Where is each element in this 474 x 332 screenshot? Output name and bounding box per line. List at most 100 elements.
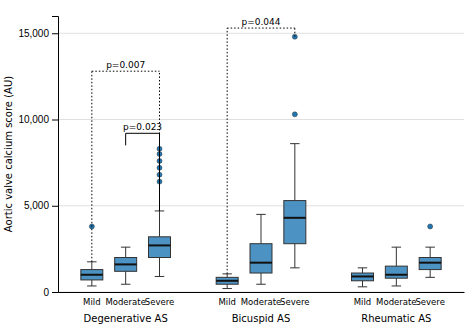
lower-whisker (261, 273, 262, 284)
y-tick-label: 10,000 (18, 114, 49, 125)
upper-whisker (91, 262, 92, 270)
box-plot (115, 247, 137, 284)
median (284, 217, 306, 219)
grid-line (58, 33, 464, 34)
group-label: Degenerative AS (84, 313, 168, 324)
median (115, 263, 137, 265)
group-label: Rheumatic AS (361, 313, 431, 324)
bracket-left (227, 28, 228, 274)
lower-cap (87, 285, 96, 286)
box-plot (284, 34, 306, 268)
box-plot (216, 274, 238, 289)
upper-cap (121, 247, 130, 248)
box-plot (352, 268, 374, 287)
significance-bracket (92, 71, 160, 262)
upper-whisker (362, 268, 363, 273)
bracket-left (125, 133, 126, 145)
y-tick: 10,000 (18, 114, 58, 125)
y-tick-mark (52, 292, 58, 293)
box-label: Severe (280, 297, 309, 307)
bracket-right (294, 28, 295, 37)
lower-cap (256, 284, 265, 285)
lower-whisker (396, 278, 397, 286)
lower-cap (155, 276, 164, 277)
upper-cap (392, 247, 401, 248)
group-label: Bicuspid AS (232, 313, 291, 324)
box (115, 258, 137, 272)
lower-whisker (430, 270, 431, 278)
x-axis-line (59, 292, 465, 293)
median (250, 262, 272, 264)
y-tick-label: 0 (43, 287, 49, 298)
upper-cap (256, 214, 265, 215)
grid (58, 33, 464, 292)
lower-whisker (227, 284, 228, 288)
lower-cap (222, 288, 231, 289)
upper-cap (290, 143, 299, 144)
bracket-label: p=0.044 (241, 17, 280, 27)
box-plot (250, 214, 272, 284)
bracket-top (126, 133, 160, 134)
box-plot (385, 247, 407, 286)
bracket-top (227, 28, 295, 29)
box (216, 277, 238, 284)
median (149, 244, 171, 246)
box-plot (419, 224, 441, 277)
upper-whisker (294, 144, 295, 201)
y-tick: 15,000 (18, 28, 58, 39)
bracket-left (91, 71, 92, 262)
box-label: Moderate (376, 297, 416, 307)
x-labels: MildModerateSevereDegenerative ASMildMod… (83, 297, 445, 324)
median (419, 262, 441, 264)
y-tick-mark (52, 33, 58, 34)
bracket-right (159, 71, 160, 211)
y-axis-line (52, 17, 59, 293)
y-tick: 5,000 (24, 200, 58, 211)
upper-whisker (125, 247, 126, 257)
bracket-top (92, 71, 160, 72)
annotations: p=0.023p=0.007p=0.044 (106, 17, 281, 132)
chart: 0 5,000 10,000 15,000 Aortic valve calcium s… (0, 0, 474, 332)
upper-whisker (430, 247, 431, 257)
box (81, 270, 103, 280)
lower-cap (425, 277, 434, 278)
upper-cap (358, 267, 367, 268)
upper-cap (425, 247, 434, 248)
grid-line (58, 205, 464, 206)
box-label: Severe (415, 297, 444, 307)
lower-whisker (362, 281, 363, 287)
bracket-label: p=0.007 (106, 60, 145, 70)
flier (428, 224, 433, 229)
box (284, 201, 306, 244)
box-label: Mild (83, 297, 100, 307)
upper-whisker (261, 214, 262, 243)
box-label: Moderate (241, 297, 281, 307)
box (149, 237, 171, 258)
lower-whisker (91, 280, 92, 286)
upper-whisker (227, 274, 228, 277)
box (352, 273, 374, 281)
lower-cap (392, 285, 401, 286)
median (216, 280, 238, 282)
significance-bracket (126, 133, 160, 211)
y-tick-label: 5,000 (24, 200, 49, 211)
upper-whisker (396, 247, 397, 266)
y-tick-mark (52, 120, 58, 121)
y-axis-title: Aortic valve calcium score (AU) (3, 76, 14, 232)
y-tick-mark (52, 206, 58, 207)
lower-whisker (159, 258, 160, 277)
box-label: Severe (145, 297, 174, 307)
y-tick-label: 15,000 (18, 28, 49, 39)
box (250, 244, 272, 273)
y-tick: 0 (43, 287, 58, 298)
upper-whisker (159, 211, 160, 237)
median (81, 274, 103, 276)
grid-line (58, 292, 464, 293)
box-label: Moderate (105, 297, 145, 307)
lower-cap (121, 284, 130, 285)
y-axis: 0 5,000 10,000 15,000 (18, 17, 58, 298)
x-axis (59, 292, 465, 293)
flier (292, 112, 297, 117)
lower-whisker (125, 271, 126, 284)
grid-line (58, 119, 464, 120)
